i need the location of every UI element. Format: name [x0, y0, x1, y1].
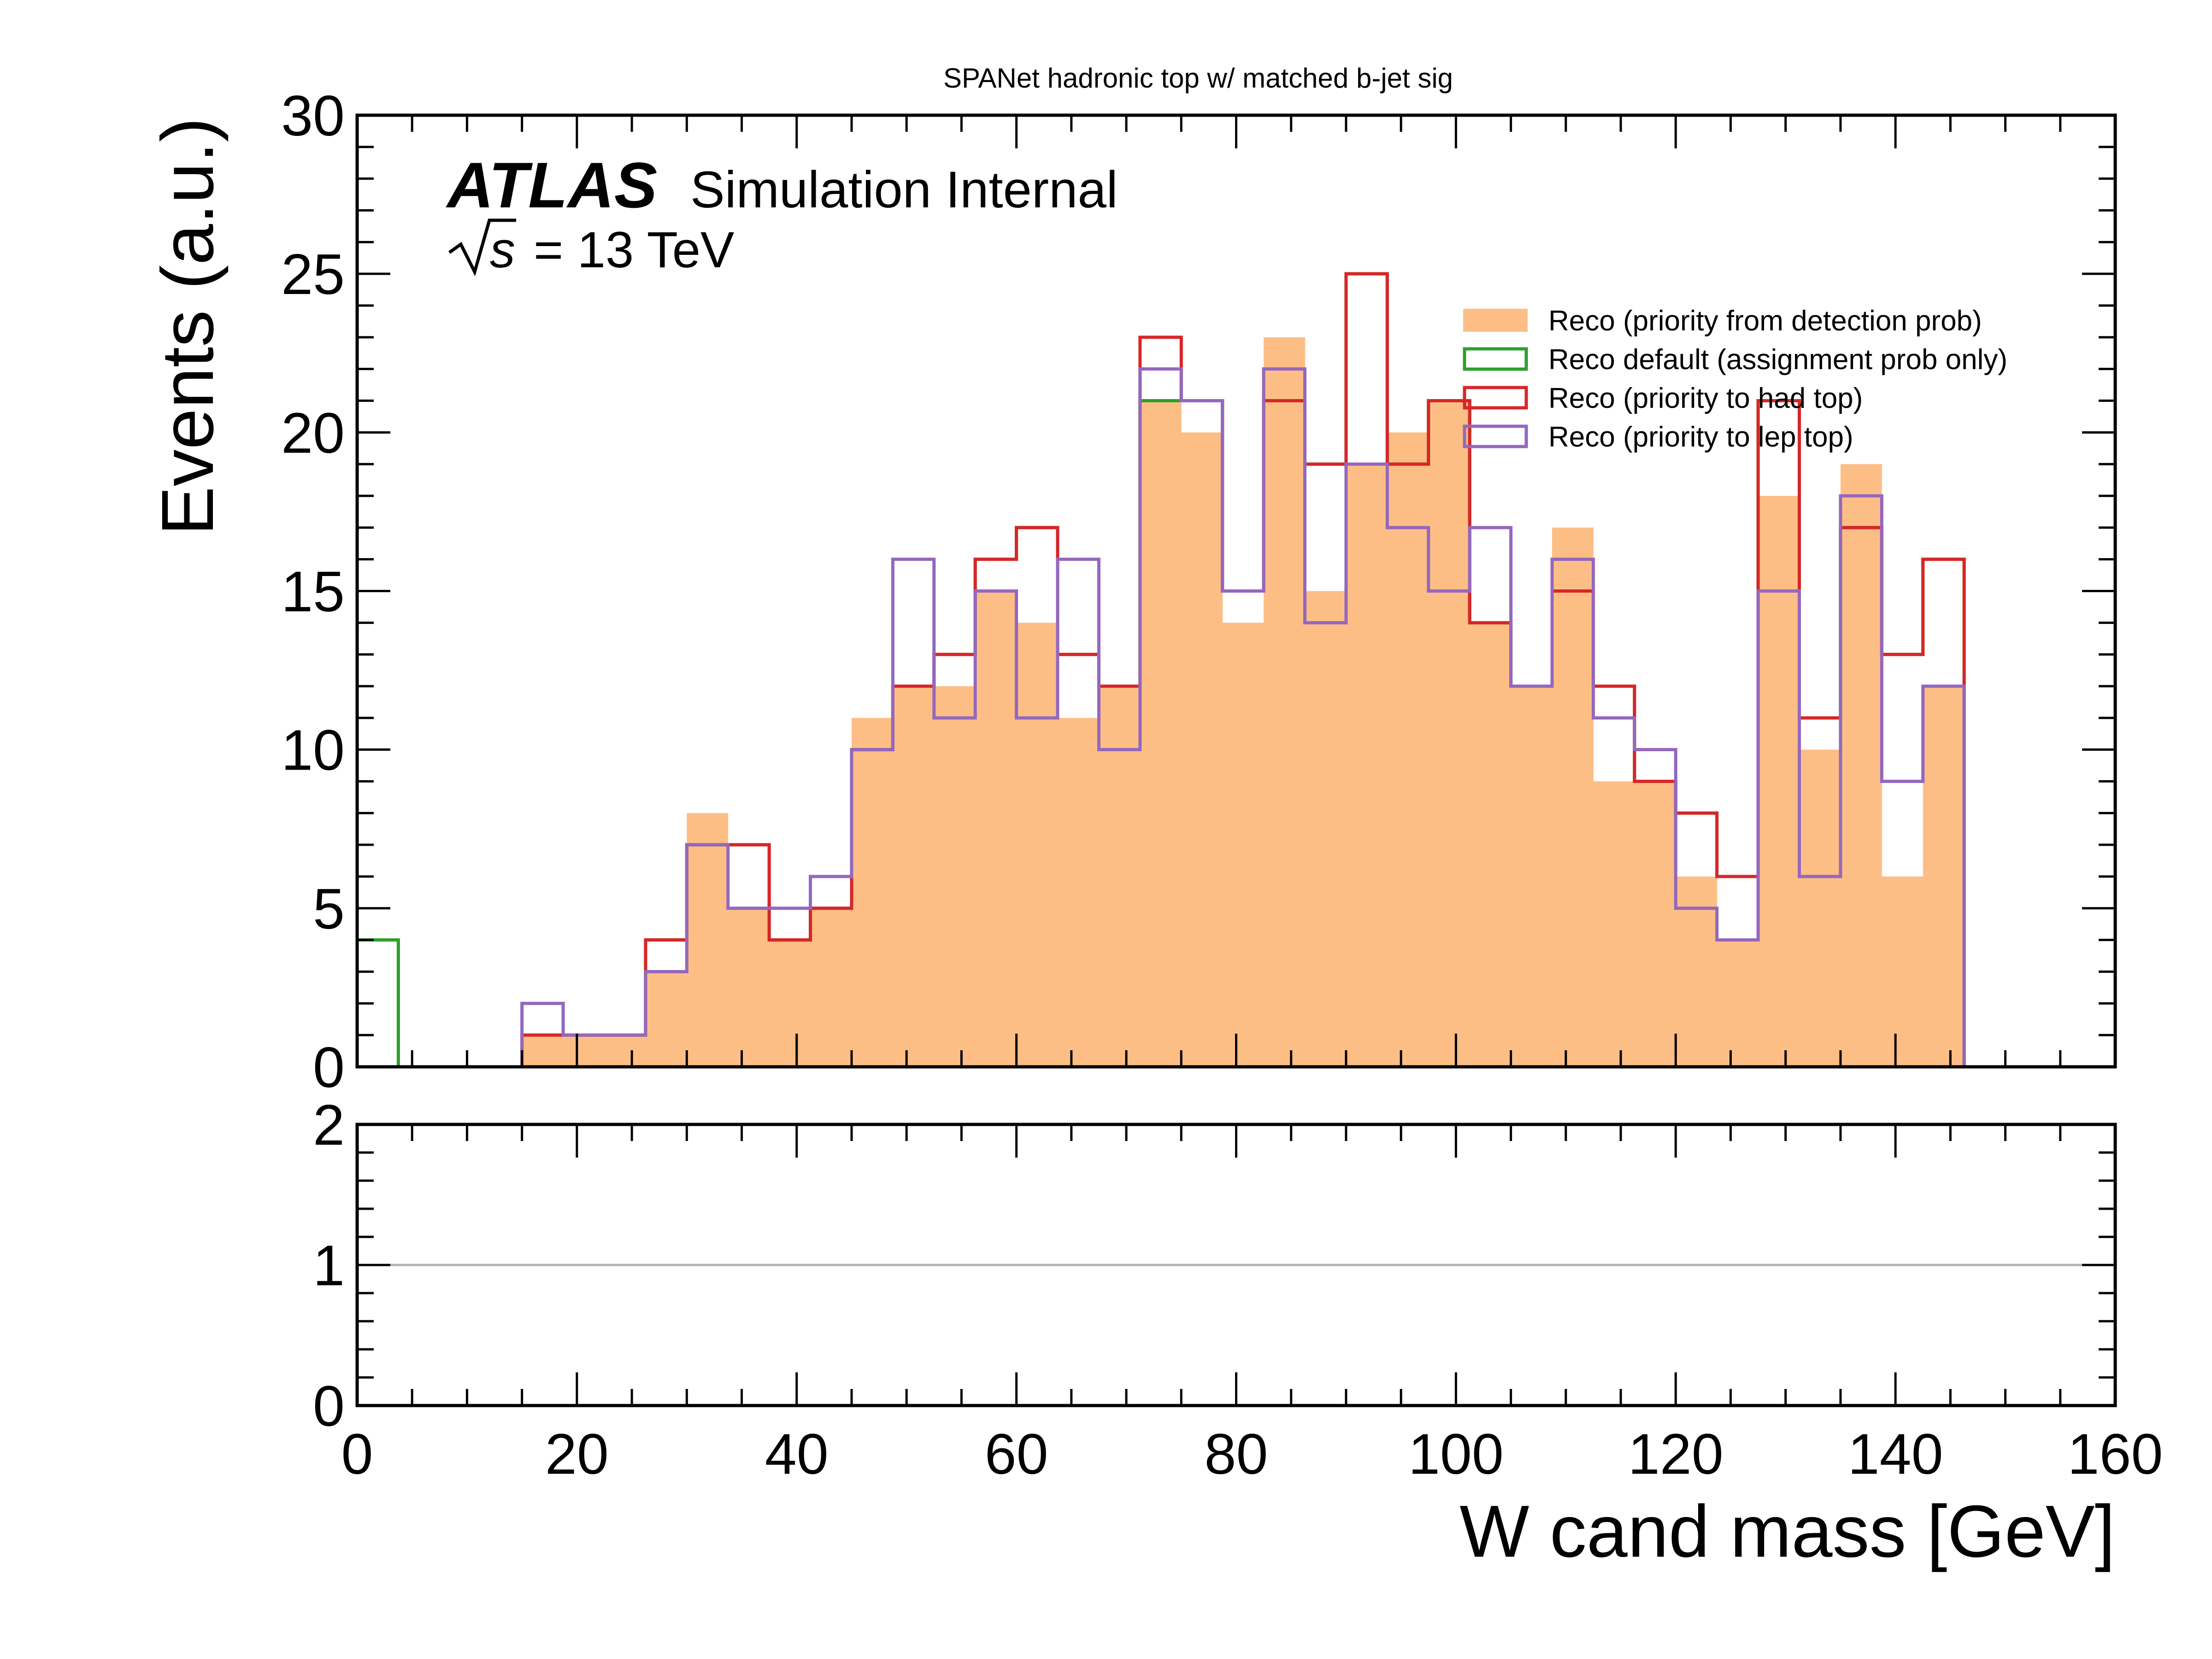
hist-bar: [1923, 686, 1965, 1067]
x-tick-label: 120: [1628, 1423, 1724, 1486]
hist-bar: [1140, 400, 1182, 1067]
hist-bar: [1222, 623, 1264, 1067]
ratio-y-tick-label: 0: [313, 1375, 345, 1438]
sqrt-symbol: [448, 218, 516, 276]
hist-bar: [1552, 527, 1594, 1067]
legend: Reco (priority from detection prob) Reco …: [1463, 305, 2007, 453]
x-tick-label: 0: [341, 1423, 373, 1486]
chart-title: SPANet hadronic top w/ matched b-jet sig: [943, 63, 1453, 94]
legend-label: Reco (priority to had top): [1548, 382, 1863, 414]
x-tick-label: 60: [985, 1423, 1048, 1486]
energy-s-symbol: s: [490, 222, 515, 278]
atlas-sublabel: Simulation Internal: [690, 161, 1118, 218]
y-tick-label: 10: [281, 719, 345, 782]
main-panel-steps: [355, 272, 2006, 1069]
hist-bar: [1428, 400, 1470, 1067]
x-axis-label: W cand mass [GeV]: [1459, 1490, 2115, 1572]
hist-bar: [1840, 464, 1882, 1067]
axis-ticks: [356, 114, 2117, 1407]
legend-swatch: [1463, 347, 1528, 371]
energy-value: = 13 TeV: [534, 222, 734, 278]
axis-tick-labels: 0 20 40 60 80 100 120 140 160 0 5 10 15 20 25 30 0 1 2: [281, 84, 2163, 1486]
y-tick-label: 15: [281, 560, 345, 624]
legend-swatch: [1463, 424, 1528, 448]
hist-bar: [851, 718, 893, 1067]
hist-bar: [1099, 686, 1141, 1067]
x-tick-label: 20: [545, 1423, 609, 1486]
main-panel-fill: [522, 337, 1965, 1067]
x-tick-label: 160: [2068, 1423, 2163, 1486]
hist-bar: [1593, 781, 1635, 1067]
hist-bar: [604, 1035, 646, 1067]
x-tick-label: 140: [1848, 1423, 1943, 1486]
ratio-y-tick-label: 2: [313, 1094, 345, 1157]
hist-bar: [893, 686, 935, 1067]
hist-bar: [1634, 781, 1676, 1067]
y-tick-label: 30: [281, 84, 345, 148]
hist-bar: [645, 971, 687, 1067]
hist-bar: [1305, 591, 1347, 1067]
hist-bar: [687, 813, 729, 1067]
legend-label: Reco default (assignment prob only): [1548, 344, 2007, 376]
hist-bar: [522, 1035, 564, 1067]
hist-bar: [810, 908, 852, 1067]
hist-bar: [1346, 464, 1388, 1067]
legend-swatch: [1463, 309, 1528, 332]
ratio-y-tick-label: 1: [313, 1234, 345, 1298]
hist-bar: [1882, 877, 1924, 1067]
energy-label: s = 13 TeV: [448, 218, 734, 278]
hist-bar: [975, 591, 1017, 1067]
y-tick-label: 0: [313, 1036, 345, 1100]
hist-bar: [1058, 718, 1099, 1067]
hist-bar: [1717, 940, 1759, 1067]
legend-label: Reco (priority to lep top): [1548, 421, 1853, 453]
hist-bar: [1511, 686, 1553, 1067]
hist-bar: [563, 1035, 605, 1067]
hist-bar: [1758, 496, 1800, 1067]
ratio-panel-frame: [355, 1123, 2117, 1407]
y-axis-label: Events (a.u.): [146, 118, 229, 535]
hist-bar: [1799, 749, 1841, 1067]
hist-bar: [1016, 623, 1058, 1067]
legend-swatch: [1463, 386, 1528, 410]
hist-bar: [728, 908, 770, 1067]
hist-bar: [1676, 877, 1718, 1067]
legend-label: Reco (priority from detection prob): [1548, 305, 1982, 337]
hist-bar: [1181, 432, 1223, 1067]
atlas-label: ATLAS: [446, 149, 657, 221]
hist-bar: [934, 686, 976, 1067]
hist-bar: [1470, 623, 1512, 1067]
x-tick-label: 100: [1408, 1423, 1504, 1486]
hist-bar: [769, 940, 811, 1067]
x-tick-label: 80: [1205, 1423, 1268, 1486]
x-tick-label: 40: [765, 1423, 829, 1486]
hist-bar: [1387, 432, 1429, 1067]
y-tick-label: 5: [313, 877, 345, 941]
hist-step-line: [357, 367, 2006, 1069]
y-tick-label: 25: [281, 243, 345, 306]
y-tick-label: 20: [281, 401, 345, 465]
hist-bar: [1264, 337, 1306, 1067]
